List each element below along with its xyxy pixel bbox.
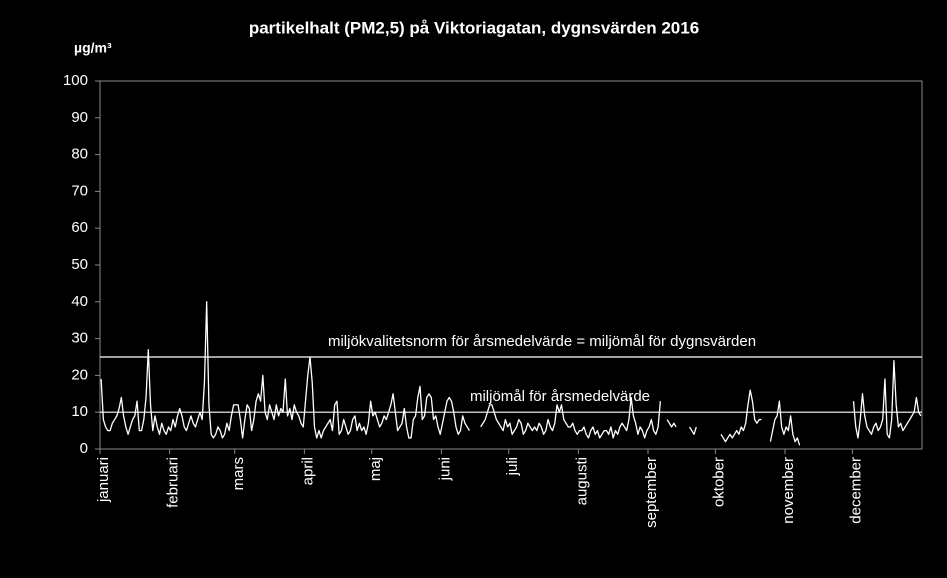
x-tick-label: juni [436,457,453,481]
y-tick-label: 0 [80,440,88,457]
x-tick-label: oktober [710,457,727,507]
y-tick-label: 20 [71,366,88,383]
x-tick-label: december [847,457,864,524]
x-tick-label: januari [95,457,112,503]
chart-title: partikelhalt (PM2,5) på Viktoriagatan, d… [249,18,699,37]
x-tick-label: september [643,457,660,528]
x-tick-label: mars [230,457,247,490]
y-axis-label: µg/m³ [74,40,112,56]
y-tick-label: 60 [71,219,88,236]
x-tick-label: februari [165,457,182,508]
reference-label: miljömål för årsmedelvärde [470,388,650,405]
x-tick-label: maj [367,457,384,481]
x-tick-label: april [299,457,316,485]
y-tick-label: 100 [63,72,88,89]
x-tick-label: november [780,457,797,524]
y-tick-label: 90 [71,109,88,126]
y-tick-label: 10 [71,403,88,420]
y-tick-label: 40 [71,293,88,310]
y-tick-label: 80 [71,146,88,163]
data-line [100,301,922,446]
x-tick-label: augusti [573,457,590,505]
y-tick-label: 50 [71,256,88,273]
reference-label: miljökvalitetsnorm för årsmedelvärde = m… [328,333,756,350]
y-tick-label: 30 [71,330,88,347]
y-tick-label: 70 [71,182,88,199]
x-tick-label: juli [504,457,521,476]
